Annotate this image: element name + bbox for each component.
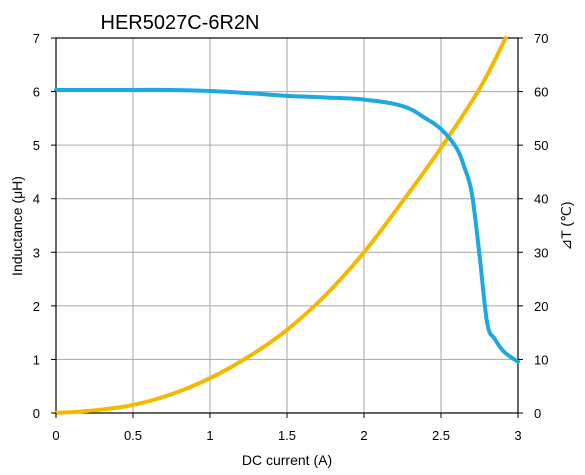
y-tick-label: 3: [33, 245, 40, 260]
y-tick-label: 4: [33, 192, 40, 207]
y-axis-label: Inductance (μH): [9, 176, 25, 276]
y-tick-label: 0: [33, 406, 40, 421]
y-tick-labels: 0 1 2 3 4 5 6 7: [33, 31, 56, 421]
x-axis-label: DC current (A): [242, 452, 332, 468]
x-tick-label: 0.5: [124, 428, 142, 443]
temperature-rise-line: [54, 36, 508, 415]
y2-tick-label: 30: [534, 245, 548, 260]
x-tick-label: 1: [206, 428, 213, 443]
y-tick-label: 7: [33, 31, 40, 46]
series-layer: [54, 36, 520, 415]
y2-tick-label: 40: [534, 192, 548, 207]
y2-tick-labels: 0 10 20 30 40 50 60 70: [518, 31, 548, 421]
y2-tick-label: 70: [534, 31, 548, 46]
y2-tick-label: 10: [534, 352, 548, 367]
y2-tick-label: 50: [534, 138, 548, 153]
y2-tick-label: 20: [534, 299, 548, 314]
x-tick-label: 1.5: [278, 428, 296, 443]
y-tick-label: 1: [33, 352, 40, 367]
x-tick-label: 2: [360, 428, 367, 443]
x-tick-label: 3: [514, 428, 521, 443]
x-tick-labels: 0 0.5 1 1.5 2 2.5 3: [52, 413, 522, 443]
y-tick-label: 6: [33, 85, 40, 100]
y-tick-label: 2: [33, 299, 40, 314]
y-tick-label: 5: [33, 138, 40, 153]
x-tick-label: 0: [52, 428, 59, 443]
inductance-line: [54, 87, 520, 364]
y2-tick-label: 0: [534, 406, 541, 421]
chart-title: HER5027C-6R2N: [101, 12, 260, 34]
x-tick-label: 2.5: [432, 428, 450, 443]
y2-tick-label: 60: [534, 85, 548, 100]
y2-axis-label: ⊿T (℃): [558, 202, 574, 251]
